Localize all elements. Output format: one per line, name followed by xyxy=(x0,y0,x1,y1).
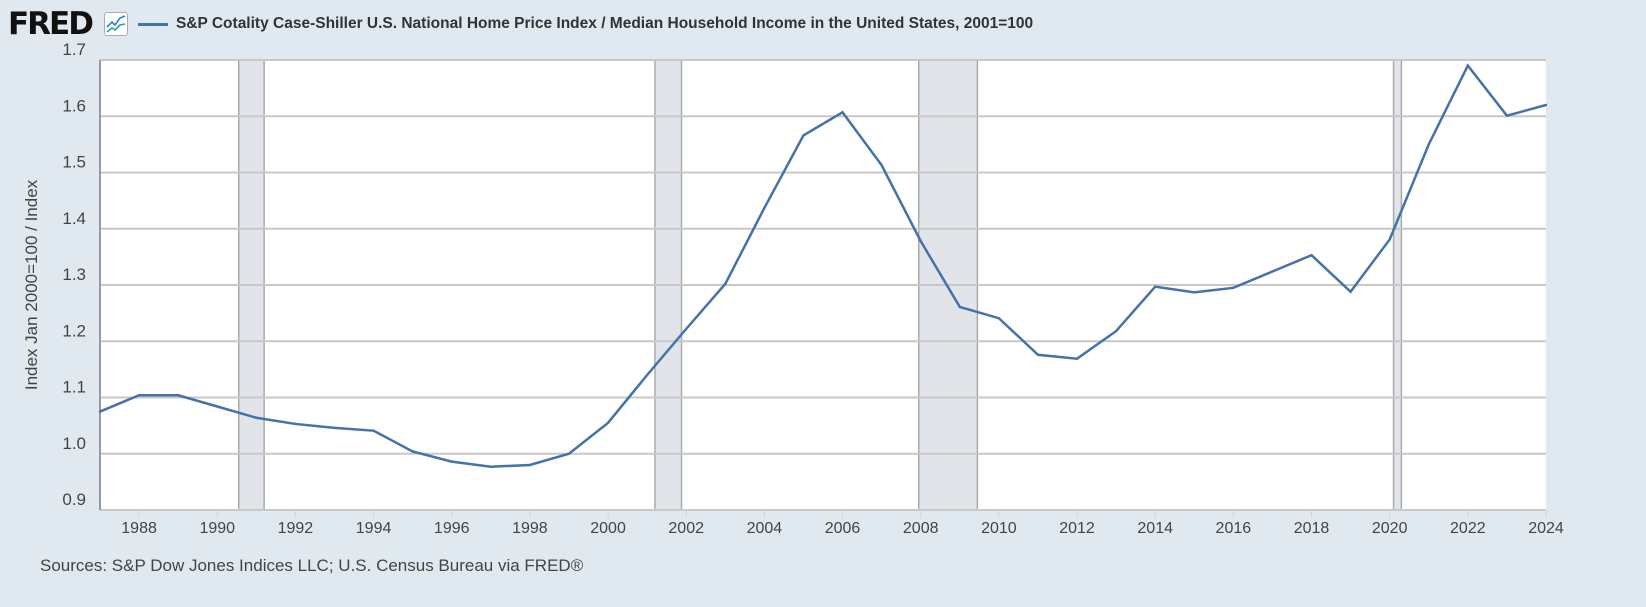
y-tick-label: 1.0 xyxy=(62,434,86,453)
x-tick-label: 1988 xyxy=(121,520,157,537)
x-tick-label: 2002 xyxy=(668,520,704,537)
y-tick-label: 1.1 xyxy=(62,378,86,397)
x-tick-label: 1996 xyxy=(434,520,470,537)
x-tick-label: 1990 xyxy=(199,520,235,537)
x-tick-label: 1992 xyxy=(278,520,314,537)
data-point xyxy=(1271,270,1274,273)
data-point xyxy=(216,405,219,408)
data-point xyxy=(724,282,727,286)
data-point xyxy=(1544,103,1548,107)
data-point xyxy=(1036,353,1040,356)
x-tick-label: 1994 xyxy=(356,520,392,537)
data-point xyxy=(137,394,141,397)
data-point xyxy=(685,327,688,331)
y-tick-label: 1.4 xyxy=(62,209,86,228)
data-point xyxy=(1505,114,1509,117)
y-tick-label: 0.9 xyxy=(62,490,86,509)
data-point xyxy=(880,163,883,167)
data-point xyxy=(802,134,805,137)
chart-header: FRED S&P Cotality Case-Shiller U.S. Nati… xyxy=(8,6,1033,42)
data-point xyxy=(1114,329,1118,333)
line-chart-icon[interactable] xyxy=(103,12,128,36)
data-point xyxy=(841,111,844,114)
data-point xyxy=(1349,290,1352,293)
data-point xyxy=(958,305,961,309)
data-point xyxy=(763,206,766,210)
y-tick-label: 1.7 xyxy=(62,40,86,59)
data-point xyxy=(997,316,1001,320)
sources-note: Sources: S&P Dow Jones Indices LLC; U.S.… xyxy=(40,556,584,575)
x-tick-label: 2024 xyxy=(1528,520,1564,537)
data-point xyxy=(567,452,571,455)
data-point xyxy=(176,394,180,397)
data-point xyxy=(606,421,610,425)
x-tick-label: 2010 xyxy=(981,520,1017,537)
y-tick-label: 1.3 xyxy=(62,265,86,284)
x-tick-label: 2004 xyxy=(747,520,783,537)
data-point xyxy=(372,429,375,432)
x-tick-label: 2008 xyxy=(903,520,939,537)
data-point xyxy=(1466,64,1470,67)
data-point xyxy=(411,450,414,453)
x-tick-label: 1998 xyxy=(512,520,548,537)
y-tick-label: 1.6 xyxy=(62,96,86,115)
chart-title: S&P Cotality Case-Shiller U.S. National … xyxy=(175,15,1034,32)
x-tick-label: 2016 xyxy=(1216,520,1252,537)
x-tick-label: 2000 xyxy=(590,520,626,537)
y-tick-label: 1.2 xyxy=(62,321,86,340)
series-line xyxy=(99,63,1547,468)
data-point xyxy=(1193,291,1196,294)
data-point xyxy=(1388,238,1391,241)
data-point xyxy=(919,239,922,243)
data-point xyxy=(489,465,493,468)
data-point xyxy=(1153,285,1157,288)
x-tick-label: 2006 xyxy=(825,520,861,537)
x-tick-label: 2012 xyxy=(1059,520,1095,537)
x-tick-label: 2014 xyxy=(1137,520,1173,537)
data-point xyxy=(1232,286,1235,290)
data-point xyxy=(528,463,532,467)
y-tick-label: 1.5 xyxy=(62,153,86,172)
y-axis-label: Index Jan 2000=100 / Index xyxy=(22,179,41,390)
data-point xyxy=(294,422,297,426)
fred-logo[interactable]: FRED xyxy=(8,6,94,42)
data-point xyxy=(1075,357,1079,360)
x-tick-label: 2018 xyxy=(1294,520,1330,537)
data-point xyxy=(1310,253,1313,257)
data-point xyxy=(1427,143,1430,146)
data-point xyxy=(450,460,453,463)
data-point xyxy=(98,410,102,413)
x-tick-label: 2020 xyxy=(1372,520,1408,537)
data-point xyxy=(645,373,649,377)
data-point xyxy=(333,426,336,430)
data-point xyxy=(255,416,258,419)
x-tick-label: 2022 xyxy=(1450,520,1486,537)
legend-swatch xyxy=(137,22,168,26)
